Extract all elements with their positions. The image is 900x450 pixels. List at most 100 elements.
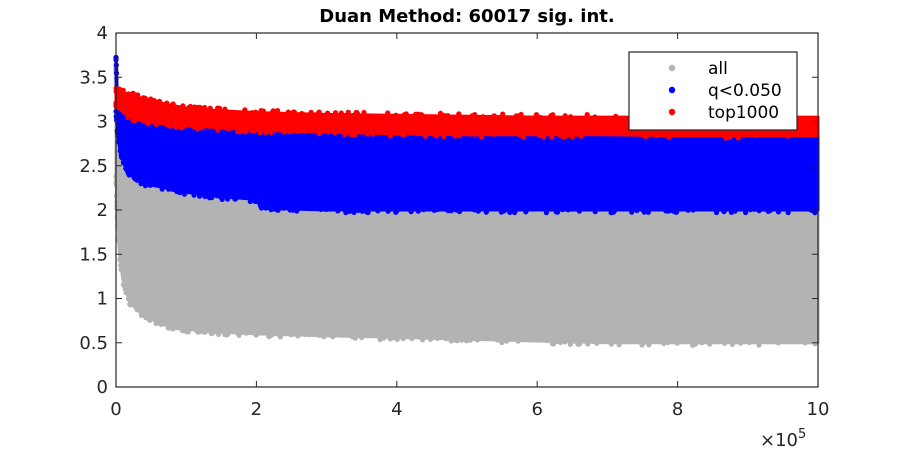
data-point (441, 134, 447, 140)
data-point (793, 131, 799, 137)
data-point (287, 207, 293, 213)
data-point (195, 189, 201, 195)
data-point (494, 337, 500, 343)
y-tick-label: 3 (97, 112, 108, 133)
data-point (232, 196, 238, 202)
data-point (785, 209, 791, 216)
data-point (718, 338, 724, 344)
data-point (138, 96, 144, 102)
data-point (540, 134, 547, 140)
data-point (197, 108, 203, 114)
data-point (652, 204, 658, 211)
data-point (122, 282, 128, 288)
data-point (232, 110, 238, 116)
data-point (674, 340, 680, 346)
data-point (289, 332, 295, 338)
data-point (459, 204, 465, 211)
data-point (742, 130, 749, 136)
data-point (423, 129, 429, 135)
data-point (771, 337, 777, 343)
data-point (769, 131, 775, 138)
data-point (441, 333, 447, 340)
data-point (387, 133, 393, 139)
data-point (557, 116, 563, 122)
data-point (196, 122, 202, 128)
data-point (663, 208, 669, 214)
data-point (486, 335, 492, 341)
data-point (419, 337, 426, 343)
data-point (307, 111, 313, 118)
data-point (560, 134, 566, 140)
data-point (749, 131, 755, 137)
data-point (288, 110, 294, 117)
data-point (538, 337, 544, 343)
x-tick-label: 8 (672, 399, 683, 420)
data-point (247, 198, 253, 205)
data-point (123, 163, 129, 169)
data-point (738, 340, 744, 346)
data-point (433, 133, 440, 139)
data-point (622, 116, 628, 122)
data-point (117, 148, 123, 154)
data-point (592, 209, 598, 215)
data-point (142, 95, 148, 102)
data-point (535, 114, 541, 121)
data-point (464, 338, 470, 344)
data-point (335, 331, 341, 337)
data-point (267, 125, 273, 131)
data-point (646, 342, 652, 348)
legend-entry: all (708, 59, 728, 79)
data-point (419, 131, 425, 137)
data-point (544, 337, 550, 344)
data-point (359, 332, 365, 338)
data-point (578, 133, 584, 139)
data-point (147, 182, 153, 188)
data-point (543, 210, 550, 216)
data-point (114, 199, 120, 205)
data-point (273, 207, 279, 213)
data-point (386, 115, 392, 121)
data-point (480, 114, 486, 120)
data-point (428, 335, 434, 341)
data-point (350, 127, 356, 133)
data-point (549, 134, 555, 140)
data-point (147, 100, 153, 106)
data-point (279, 113, 285, 119)
data-point (317, 204, 323, 210)
data-point (422, 114, 429, 120)
y-tick-label: 1.5 (79, 244, 108, 265)
data-point (359, 208, 365, 214)
legend-marker (668, 86, 676, 94)
data-point (156, 120, 163, 126)
data-point (202, 193, 208, 200)
data-point (174, 323, 180, 329)
data-point (756, 342, 762, 348)
data-point (252, 198, 258, 205)
data-point (629, 209, 635, 215)
data-point (495, 130, 501, 136)
data-point (134, 307, 140, 313)
data-point (321, 334, 327, 340)
data-point (722, 340, 728, 346)
data-point (518, 111, 524, 118)
data-point (159, 186, 165, 192)
data-point (191, 192, 197, 198)
data-point (585, 341, 591, 347)
data-point (242, 107, 248, 113)
data-point (567, 114, 574, 120)
data-point (640, 131, 646, 137)
data-point (316, 332, 322, 338)
data-point (500, 111, 506, 117)
data-point (454, 335, 460, 341)
data-point (222, 125, 228, 131)
data-point (123, 290, 129, 296)
data-point (210, 330, 216, 336)
data-point (277, 332, 283, 338)
data-point (124, 109, 131, 115)
data-point (165, 192, 171, 198)
data-point (707, 341, 713, 347)
data-point (421, 207, 427, 213)
data-point (743, 209, 749, 216)
data-point (569, 206, 575, 212)
data-point (593, 337, 599, 343)
